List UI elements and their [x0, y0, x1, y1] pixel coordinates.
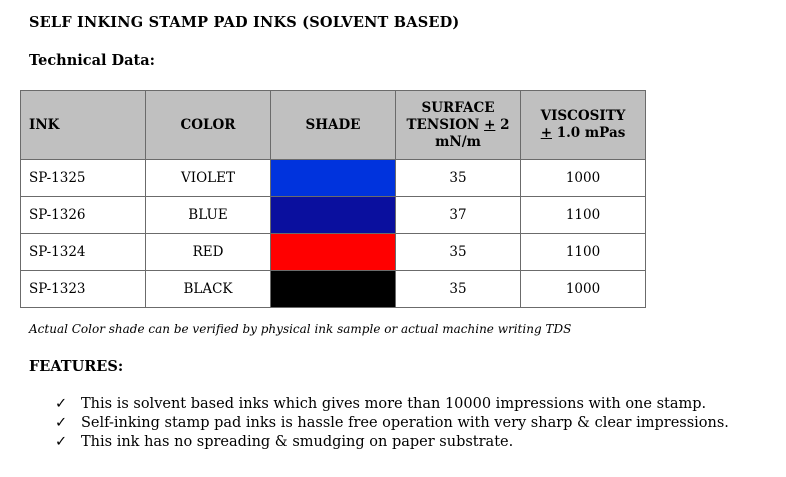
header-ink: INK — [20, 90, 146, 160]
technical-data-heading: Technical Data: — [29, 52, 155, 69]
cell-viscosity: 1000 — [520, 159, 646, 197]
table-row: SP-1323 BLACK 35 1000 — [20, 270, 646, 308]
header-viscosity-plus-minus: + — [540, 125, 552, 141]
list-item: ✓ This ink has no spreading & smudging on… — [55, 433, 729, 452]
cell-ink: SP-1325 — [20, 159, 146, 197]
technical-data-table: INK COLOR SHADE SURFACE TENSION + 2 mN/m… — [20, 90, 646, 308]
cell-color: BLACK — [145, 270, 271, 308]
cell-surface-tension: 37 — [395, 196, 521, 234]
header-viscosity: VISCOSITY + 1.0 mPas — [520, 90, 646, 160]
feature-text: This is solvent based inks which gives m… — [81, 396, 707, 412]
table-header-row: INK COLOR SHADE SURFACE TENSION + 2 mN/m… — [20, 90, 646, 160]
cell-shade-swatch — [270, 233, 396, 271]
cell-viscosity: 1000 — [520, 270, 646, 308]
table-row: SP-1326 BLUE 37 1100 — [20, 196, 646, 234]
cell-viscosity: 1100 — [520, 196, 646, 234]
feature-text: This ink has no spreading & smudging on … — [81, 434, 514, 450]
color-shade-note: Actual Color shade can be verified by ph… — [29, 322, 572, 336]
header-surface-line1: SURFACE — [421, 99, 495, 116]
header-surface-line2a: TENSION — [406, 116, 485, 133]
cell-shade-swatch — [270, 159, 396, 197]
header-viscosity-line2: 1.0 mPas — [552, 125, 626, 141]
features-list: ✓ This is solvent based inks which gives … — [55, 395, 729, 452]
cell-ink: SP-1324 — [20, 233, 146, 271]
list-item: ✓ Self-inking stamp pad inks is hassle fr… — [55, 414, 729, 433]
features-heading: FEATURES: — [29, 358, 124, 375]
header-surface-line2b: 2 — [495, 116, 510, 133]
header-surface-unit: mN/m — [435, 133, 481, 150]
document-title: SELF INKING STAMP PAD INKS (SOLVENT BASE… — [29, 14, 460, 31]
checkmark-icon: ✓ — [55, 434, 68, 450]
table-row: SP-1325 VIOLET 35 1000 — [20, 159, 646, 197]
cell-surface-tension: 35 — [395, 270, 521, 308]
list-item: ✓ This is solvent based inks which gives … — [55, 395, 729, 414]
cell-color: VIOLET — [145, 159, 271, 197]
header-color: COLOR — [145, 90, 271, 160]
cell-color: RED — [145, 233, 271, 271]
cell-shade-swatch — [270, 270, 396, 308]
cell-surface-tension: 35 — [395, 233, 521, 271]
header-surface-tension: SURFACE TENSION + 2 mN/m — [395, 90, 521, 160]
header-shade: SHADE — [270, 90, 396, 160]
table-row: SP-1324 RED 35 1100 — [20, 233, 646, 271]
checkmark-icon: ✓ — [55, 415, 68, 431]
cell-ink: SP-1326 — [20, 196, 146, 234]
header-surface-plus-minus: + — [484, 116, 496, 133]
checkmark-icon: ✓ — [55, 396, 68, 412]
cell-surface-tension: 35 — [395, 159, 521, 197]
cell-viscosity: 1100 — [520, 233, 646, 271]
feature-text: Self-inking stamp pad inks is hassle fre… — [81, 415, 729, 431]
header-viscosity-line1: VISCOSITY — [540, 108, 626, 124]
cell-ink: SP-1323 — [20, 270, 146, 308]
cell-color: BLUE — [145, 196, 271, 234]
cell-shade-swatch — [270, 196, 396, 234]
